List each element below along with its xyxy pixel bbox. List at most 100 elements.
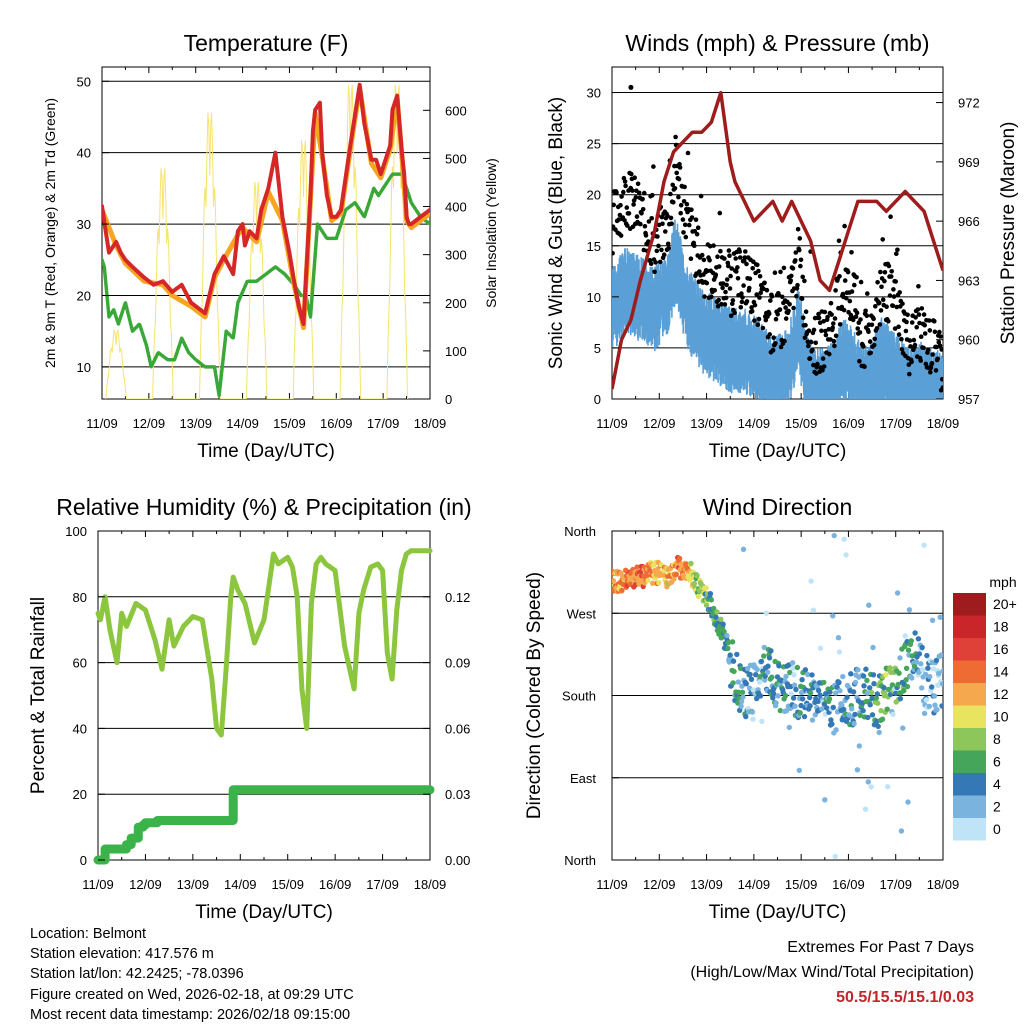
chart-4-direction-point bbox=[711, 605, 717, 612]
chart-4-direction-point bbox=[644, 572, 650, 579]
chart-4-direction-point bbox=[875, 700, 881, 706]
chart-2-gust-point bbox=[937, 343, 943, 349]
chart-2-gust-point bbox=[807, 356, 813, 361]
chart-2-gust-point bbox=[918, 358, 923, 363]
chart-2-gust-point bbox=[674, 170, 679, 176]
legend-swatch bbox=[953, 750, 986, 773]
chart-2-gust-point bbox=[911, 337, 917, 343]
chart-2-gust-point bbox=[654, 248, 660, 254]
chart-2-gust-point bbox=[670, 182, 675, 188]
chart-2-gust-point bbox=[734, 269, 739, 274]
chart-4-direction-point bbox=[885, 784, 891, 790]
chart-2-gust-point bbox=[891, 294, 897, 299]
chart-2-gust-point bbox=[727, 253, 732, 258]
chart-4-direction-point bbox=[797, 710, 803, 716]
chart-2-series-sonic-wind bbox=[612, 219, 943, 399]
chart-1-x-tick-label: 11/09 bbox=[86, 416, 118, 431]
chart-2-gust-point bbox=[803, 309, 809, 315]
chart-4-direction-point bbox=[738, 698, 745, 705]
chart-4-direction-point bbox=[836, 649, 843, 655]
chart-4-direction-point bbox=[851, 720, 857, 727]
chart-2-gust-point bbox=[755, 322, 761, 328]
chart-2-gust-point bbox=[854, 275, 859, 280]
chart-2-gust-point bbox=[899, 347, 905, 352]
chart-3-plot-border bbox=[97, 530, 431, 861]
chart-4-direction-point bbox=[775, 693, 781, 699]
chart-4-direction-point bbox=[919, 685, 925, 691]
chart-2-gust-point bbox=[656, 243, 661, 249]
chart-4-direction-point bbox=[821, 679, 827, 686]
chart-2-gust-point bbox=[799, 296, 805, 302]
chart-2-gust-point bbox=[782, 338, 787, 344]
chart-2-gust-point bbox=[676, 194, 681, 200]
chart-1-y-tick-label: 20 bbox=[77, 288, 91, 303]
chart-1-series-group bbox=[102, 82, 430, 399]
chart-2-gust-point bbox=[913, 315, 918, 320]
chart-3-x-axis-label: Time (Day/UTC) bbox=[195, 902, 333, 923]
chart-2-gust-point bbox=[755, 262, 760, 268]
chart-2-gust-point bbox=[857, 330, 863, 335]
chart-2-gust-point bbox=[743, 249, 748, 254]
chart-2-gust-point bbox=[636, 190, 642, 196]
chart-2-y2-axis-label: Station Pressure (Maroon) bbox=[998, 122, 1019, 345]
chart-2-gust-point bbox=[897, 290, 902, 295]
chart-2-x-tick-label: 11/09 bbox=[596, 416, 628, 431]
chart-4-direction-point bbox=[713, 614, 719, 621]
chart-4-direction-point bbox=[875, 723, 881, 729]
chart-4-direction-point bbox=[936, 670, 942, 677]
chart-4-direction-point bbox=[894, 590, 901, 596]
chart-4-direction-point bbox=[848, 671, 854, 677]
chart-2-gust-point bbox=[694, 231, 700, 237]
chart-4-direction-point bbox=[900, 725, 906, 731]
chart-2-gust-point bbox=[614, 190, 619, 195]
chart-4-direction-point bbox=[691, 580, 697, 587]
chart-2-gust-point bbox=[717, 210, 723, 216]
chart-2-gust-point bbox=[618, 202, 623, 208]
chart-2-gust-point bbox=[802, 278, 807, 284]
chart-2-gust-point bbox=[914, 325, 919, 330]
chart-2-gust-point bbox=[880, 297, 886, 303]
chart-2-gust-point bbox=[787, 302, 792, 307]
chart-4-direction-point bbox=[756, 679, 763, 685]
chart-2-gust-point bbox=[740, 295, 745, 300]
chart-2-gust-point bbox=[855, 326, 860, 331]
chart-2-gust-point bbox=[634, 214, 640, 219]
chart-2-gust-point bbox=[884, 304, 889, 310]
chart-4-direction-point bbox=[926, 703, 932, 709]
chart-4-direction-point bbox=[905, 799, 911, 805]
chart-2-gust-point bbox=[868, 350, 873, 356]
chart-2-gust-point bbox=[802, 335, 808, 341]
chart-4-direction-point bbox=[695, 593, 702, 599]
chart-4-direction-point bbox=[761, 653, 767, 659]
chart-2-gust-point bbox=[938, 334, 943, 339]
chart-2-gust-point bbox=[816, 311, 821, 317]
chart-4-x-tick-label: 12/09 bbox=[643, 877, 676, 892]
chart-2-gust-point bbox=[904, 319, 909, 325]
chart-2-gust-point bbox=[623, 183, 628, 189]
chart-2-gust-point bbox=[770, 347, 776, 353]
chart-2-gust-point bbox=[817, 320, 823, 326]
chart-2-gust-point bbox=[705, 268, 710, 274]
chart-2-gust-point bbox=[709, 294, 714, 300]
chart-4-direction-point bbox=[768, 648, 774, 654]
chart-2-gust-point bbox=[749, 305, 754, 310]
chart-2-gust-point bbox=[728, 273, 733, 279]
legend-swatch bbox=[953, 593, 986, 616]
chart-4-direction-point bbox=[831, 532, 837, 539]
chart-3-x-tick-label: 15/09 bbox=[271, 877, 304, 892]
chart-2-gust-point bbox=[922, 331, 928, 336]
chart-4-direction-point bbox=[790, 665, 796, 671]
chart-2-gust-point bbox=[888, 214, 893, 219]
chart-4-direction-point bbox=[650, 580, 656, 586]
chart-4-direction-point bbox=[911, 663, 918, 669]
chart-2-gust-point bbox=[826, 327, 832, 332]
legend-swatch bbox=[953, 773, 986, 796]
chart-4-direction-point bbox=[918, 661, 924, 667]
chart-2-series-group bbox=[612, 84, 943, 399]
chart-2-gust-point bbox=[624, 205, 630, 210]
chart-4-direction-point bbox=[671, 576, 677, 582]
legend-label: 20+ bbox=[993, 596, 1017, 612]
chart-2-gust-point bbox=[829, 312, 834, 317]
chart-4-direction-point bbox=[937, 614, 943, 620]
chart-4-direction-point bbox=[714, 609, 720, 615]
